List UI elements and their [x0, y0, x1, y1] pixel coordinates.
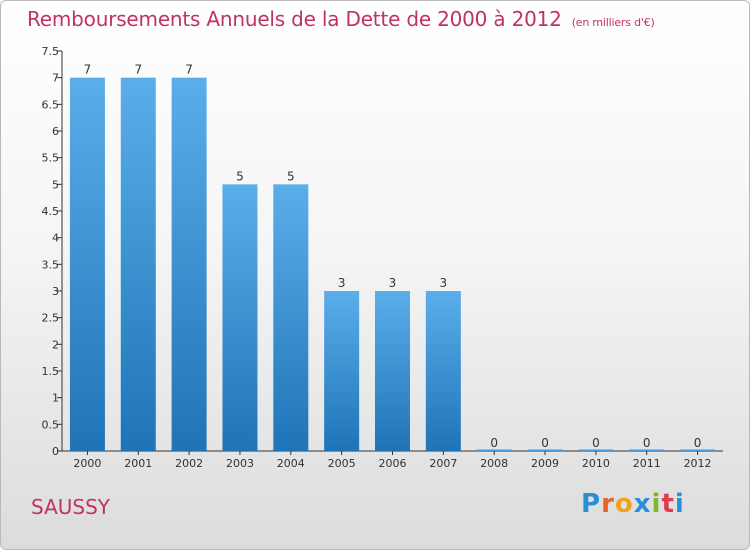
x-tick-label: 2002 — [175, 457, 203, 470]
logo-letter: i — [674, 489, 685, 519]
logo-letter: x — [633, 489, 652, 519]
data-label: 3 — [440, 276, 448, 290]
data-label: 0 — [643, 436, 651, 450]
x-tick-label: 2012 — [684, 457, 712, 470]
y-tick-label: 5.5 — [42, 152, 60, 165]
data-label: 5 — [236, 169, 244, 183]
logo-letter: t — [661, 489, 675, 519]
data-label: 0 — [592, 436, 600, 450]
logo-letter: P — [581, 489, 602, 519]
data-label: 7 — [134, 63, 142, 77]
chart-title: Remboursements Annuels de la Dette de 20… — [27, 7, 655, 31]
data-label: 0 — [490, 436, 498, 450]
y-tick-label: 2.5 — [42, 312, 60, 325]
y-tick-label: 4 — [52, 232, 59, 245]
y-tick-label: 0.5 — [42, 418, 60, 431]
y-tick-label: 1 — [52, 392, 59, 405]
y-tick-label: 3.5 — [42, 258, 60, 271]
x-tick-label: 2003 — [226, 457, 254, 470]
y-tick-label: 3 — [52, 285, 59, 298]
bar — [120, 77, 156, 452]
data-label: 0 — [694, 436, 702, 450]
x-tick-label: 2004 — [277, 457, 305, 470]
data-label: 7 — [84, 63, 92, 77]
y-tick-label: 6 — [52, 125, 59, 138]
y-tick-label: 2 — [52, 338, 59, 351]
bar — [476, 449, 512, 451]
x-tick-label: 2008 — [480, 457, 508, 470]
x-tick-label: 2010 — [582, 457, 610, 470]
x-tick-label: 2006 — [379, 457, 407, 470]
y-tick-label: 7.5 — [42, 45, 60, 58]
y-tick-label: 1.5 — [42, 365, 60, 378]
data-label: 3 — [338, 276, 346, 290]
proxiti-logo: Proxiti — [581, 489, 685, 519]
bar — [680, 449, 716, 451]
commune-name: SAUSSY — [31, 495, 110, 519]
data-label: 0 — [541, 436, 549, 450]
x-tick-label: 2001 — [124, 457, 152, 470]
data-label: 5 — [287, 169, 295, 183]
x-tick-label: 2000 — [73, 457, 101, 470]
logo-letter: r — [601, 489, 615, 519]
y-tick-label: 6.5 — [42, 98, 60, 111]
bar — [527, 449, 563, 451]
bar — [425, 291, 461, 451]
bar — [222, 184, 258, 452]
bar — [273, 184, 309, 452]
bar — [69, 77, 105, 452]
y-tick-label: 4.5 — [42, 205, 60, 218]
unit-label: (en milliers d'€) — [571, 16, 655, 29]
logo-letter: i — [651, 489, 662, 519]
y-tick-label: 7 — [52, 72, 59, 85]
data-label: 3 — [389, 276, 397, 290]
bar — [171, 77, 207, 452]
logo-letter: o — [614, 489, 634, 519]
y-tick-label: 0 — [52, 445, 59, 458]
y-tick-label: 5 — [52, 178, 59, 191]
bar — [375, 291, 410, 451]
bar — [578, 449, 614, 451]
x-tick-label: 2005 — [328, 457, 356, 470]
x-tick-label: 2007 — [429, 457, 457, 470]
data-label: 7 — [185, 63, 193, 77]
x-tick-label: 2009 — [531, 457, 559, 470]
bar — [324, 291, 360, 451]
bar — [629, 449, 665, 451]
x-tick-label: 2011 — [633, 457, 661, 470]
